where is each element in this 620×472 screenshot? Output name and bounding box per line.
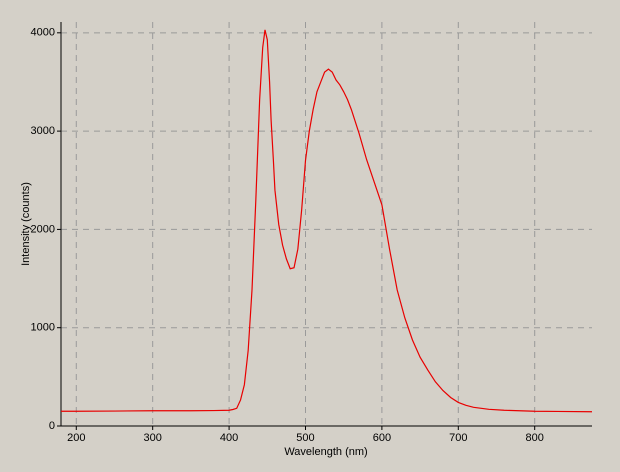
x-tick-label: 600 (373, 432, 391, 444)
y-axis-label: Intensity (counts) (20, 182, 32, 266)
y-tick-label: 4000 (31, 27, 55, 39)
x-tick-label: 400 (220, 432, 238, 444)
x-axis-label: Wavelength (nm) (284, 446, 367, 458)
y-tick-label: 3000 (31, 125, 55, 137)
x-tick-label: 800 (526, 432, 544, 444)
x-tick-label: 500 (296, 432, 314, 444)
x-tick-label: 300 (144, 432, 162, 444)
x-tick-label: 700 (449, 432, 467, 444)
y-tick-label: 2000 (31, 223, 55, 235)
y-tick-label: 1000 (31, 322, 55, 334)
y-tick-label: 0 (49, 420, 55, 432)
x-tick-label: 200 (67, 432, 85, 444)
spectrum-line (61, 29, 593, 413)
